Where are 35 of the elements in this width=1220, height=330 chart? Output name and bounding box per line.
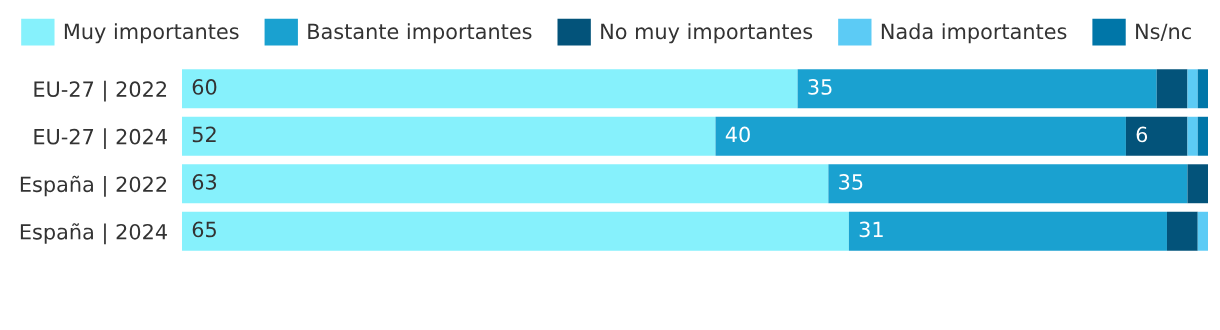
data-label: 52 [192, 126, 216, 143]
data-label: 60 [192, 79, 217, 95]
bar [1156, 69, 1188, 109]
bar [1197, 116, 1208, 156]
data-label: 35 [808, 79, 832, 95]
bar [797, 69, 1157, 109]
y-tick-label: EU-27 | 2022 [34, 80, 167, 102]
data-label: 65 [192, 221, 216, 238]
data-label: 40 [725, 126, 750, 143]
bar [182, 211, 849, 251]
data-label: 6 [1136, 126, 1148, 143]
bar [715, 116, 1126, 156]
legend-label: Muy importantes [64, 23, 239, 44]
bar [182, 116, 716, 156]
data-label: 31 [859, 221, 883, 238]
legend-label: Nada importantes [881, 23, 1067, 44]
bar [1166, 211, 1198, 251]
y-tick-label: España | 2024 [20, 223, 167, 245]
data-label: 35 [839, 174, 863, 190]
legend-label: Ns/nc [1136, 23, 1191, 41]
bar [1197, 211, 1208, 251]
bar [1187, 69, 1198, 109]
bar [182, 164, 829, 204]
legend-label: No muy importantes [601, 23, 813, 44]
bar [848, 211, 1167, 251]
bar [1197, 69, 1208, 109]
bar [1187, 116, 1198, 156]
bar [828, 164, 1188, 204]
y-tick-label: EU-27 | 2024 [34, 128, 167, 150]
bar [182, 69, 798, 109]
y-tick-label: España | 2022 [20, 175, 167, 197]
legend-label: Bastante importantes [308, 23, 532, 44]
bar [1187, 164, 1208, 204]
bar [1125, 116, 1188, 156]
data-label: 63 [192, 174, 217, 190]
